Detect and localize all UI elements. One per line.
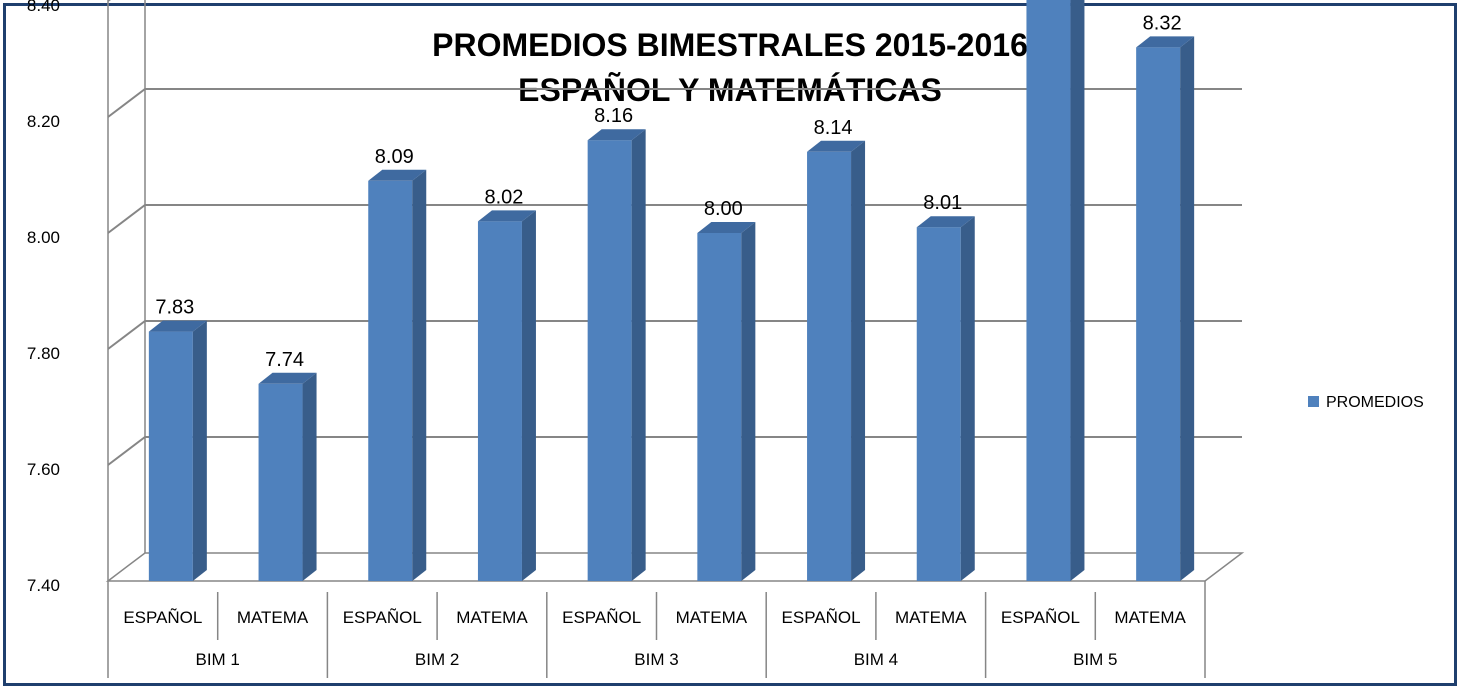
- x-category-label: MATEMA: [895, 608, 967, 627]
- bar-front: [1026, 0, 1071, 581]
- x-category-label: ESPAÑOL: [343, 608, 422, 627]
- x-category-label: ESPAÑOL: [123, 608, 202, 627]
- bar-top: [368, 169, 427, 181]
- bar-side: [851, 140, 866, 582]
- x-group-label: BIM 1: [195, 650, 239, 669]
- x-category-label: MATEMA: [237, 608, 309, 627]
- data-label: 8.02: [484, 186, 523, 208]
- legend-swatch: [1308, 396, 1319, 407]
- y-tick-label: 8.20: [27, 112, 60, 131]
- x-category-label: ESPAÑOL: [782, 608, 861, 627]
- bar-top: [1136, 36, 1195, 48]
- bar-front: [807, 151, 852, 582]
- data-label: 8.09: [375, 146, 414, 168]
- bar-front: [916, 227, 961, 581]
- bar-top: [807, 140, 866, 152]
- y-tick-label: 7.60: [27, 460, 60, 479]
- data-labels: 7.837.748.098.028.168.008.148.018.418.32: [155, 12, 1182, 371]
- bar-front: [1136, 47, 1181, 581]
- x-category-label: MATEMA: [456, 608, 528, 627]
- x-group-label: BIM 2: [415, 650, 459, 669]
- gridline: [107, 320, 1242, 350]
- bar-side: [631, 129, 646, 581]
- data-label: 8.00: [704, 198, 743, 220]
- bar: [477, 210, 536, 581]
- x-axis: ESPAÑOL MATEMA ESPAÑOL MATEMA ESPAÑOL MATEMA E…: [107, 581, 1206, 678]
- x-category-label: MATEMA: [676, 608, 748, 627]
- bar-top: [916, 216, 975, 228]
- bar: [587, 129, 646, 581]
- bar: [916, 216, 975, 581]
- y-tick-label: 8.00: [27, 228, 60, 247]
- legend-label: PROMEDIOS: [1326, 394, 1424, 411]
- y-axis-ticks: 7.407.607.808.008.208.408.60: [27, 0, 60, 595]
- bar-top: [587, 129, 646, 141]
- bar-side: [741, 222, 756, 581]
- bar-front: [697, 233, 742, 581]
- bars: [148, 0, 1195, 582]
- bar: [368, 169, 427, 582]
- bar-front: [587, 140, 632, 581]
- x-category-label: MATEMA: [1114, 608, 1186, 627]
- data-label: 7.83: [155, 297, 194, 319]
- y-tick-label: 7.80: [27, 344, 60, 363]
- bar-side: [192, 320, 207, 581]
- bar-front: [477, 221, 522, 581]
- bar-side: [1180, 36, 1195, 581]
- gridline: [107, 88, 1242, 118]
- gridline: [107, 204, 1242, 234]
- bar-top: [258, 372, 317, 384]
- data-label: 7.74: [265, 349, 304, 371]
- x-category-label: ESPAÑOL: [562, 608, 641, 627]
- data-label: 8.01: [923, 192, 962, 214]
- legend: PROMEDIOS: [1308, 394, 1424, 411]
- data-label: 8.16: [594, 105, 633, 127]
- bar: [258, 372, 317, 581]
- gridline: [107, 436, 1242, 466]
- bar: [697, 222, 756, 581]
- gridlines: [107, 0, 1242, 466]
- y-tick-label: 8.40: [27, 0, 60, 15]
- bar: [1136, 36, 1195, 581]
- bar: [1026, 0, 1085, 581]
- chart-title-line-1: PROMEDIOS BIMESTRALES 2015-2016: [432, 27, 1028, 63]
- bar-side: [1070, 0, 1085, 581]
- bar-front: [148, 331, 193, 581]
- bar: [148, 320, 207, 581]
- y-tick-label: 7.40: [27, 576, 60, 595]
- bar-top: [697, 222, 756, 233]
- bar-side: [412, 169, 427, 582]
- x-group-label: BIM 5: [1073, 650, 1117, 669]
- bar-top: [477, 210, 536, 222]
- chart-title: PROMEDIOS BIMESTRALES 2015-2016 ESPAÑOL …: [432, 27, 1028, 108]
- bar-front: [258, 383, 303, 581]
- bar: [807, 140, 866, 582]
- data-label: 8.14: [814, 117, 853, 139]
- bar-front: [368, 180, 413, 582]
- data-label: 8.32: [1143, 12, 1182, 34]
- x-category-label: ESPAÑOL: [1001, 608, 1080, 627]
- bar-side: [960, 216, 975, 581]
- bar-side: [302, 372, 317, 581]
- x-group-label: BIM 3: [634, 650, 678, 669]
- bar-side: [521, 210, 536, 581]
- bar-top: [148, 320, 207, 332]
- x-group-label: BIM 4: [854, 650, 898, 669]
